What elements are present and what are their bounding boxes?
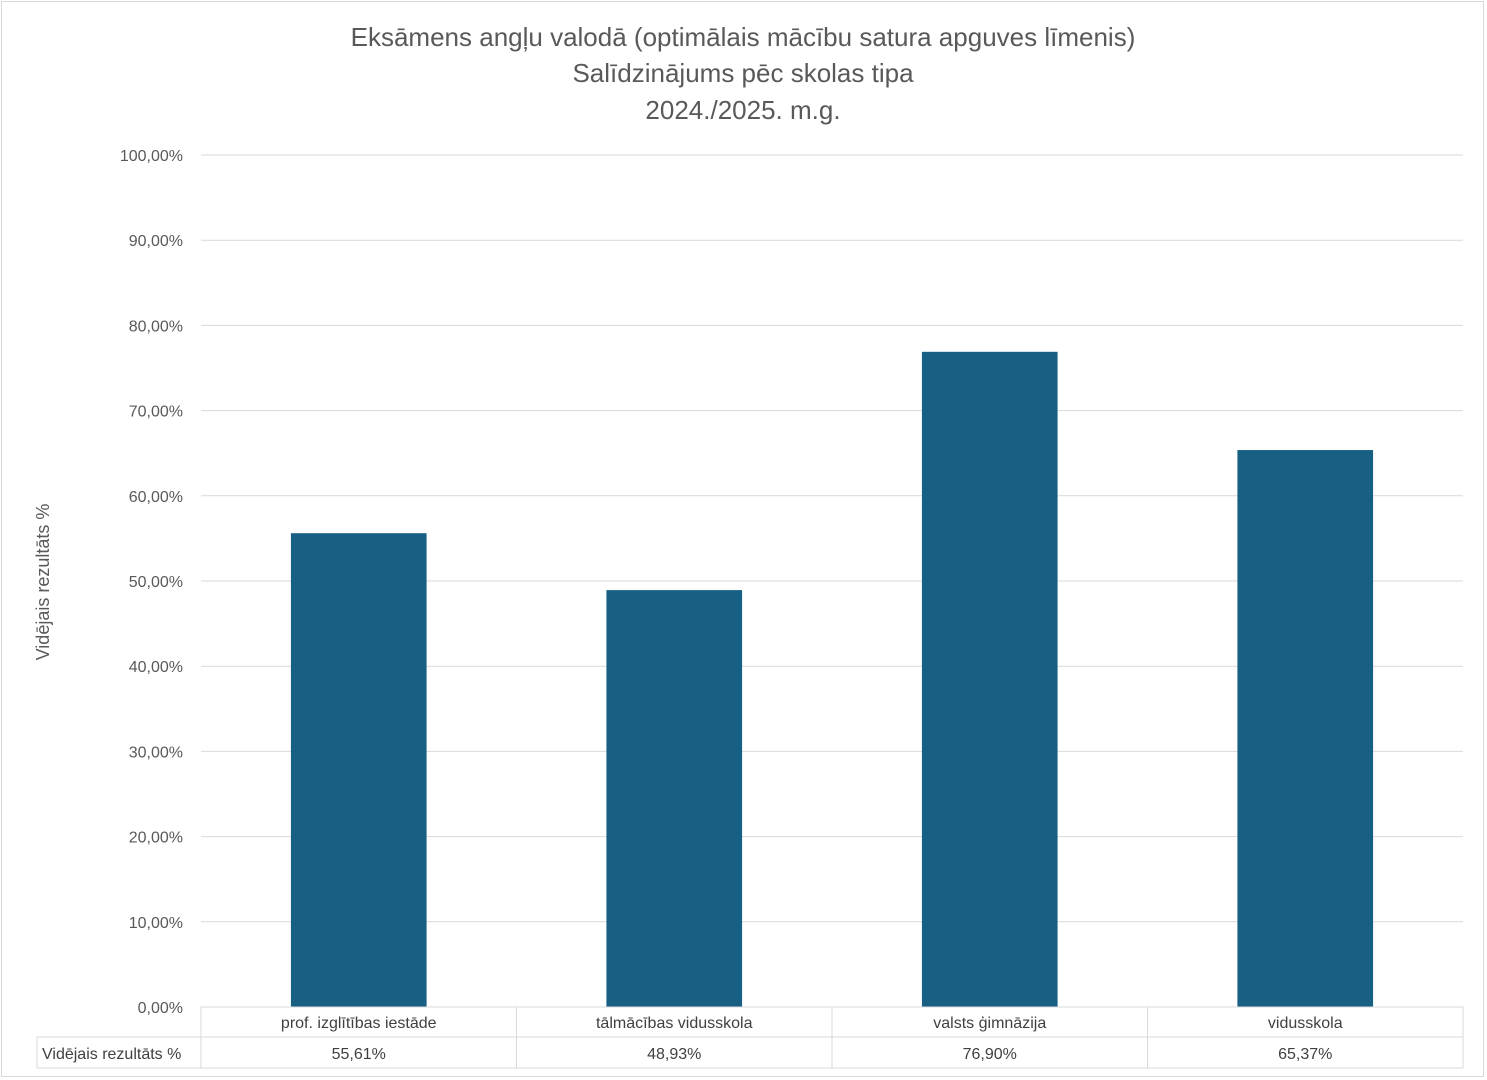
bar xyxy=(921,351,1058,1007)
data-table: prof. izglītības iestāde 55,61% tālmācības… xyxy=(36,1006,1464,1069)
y-axis-label: Vidējais rezultāts % xyxy=(33,504,53,661)
x-category-label: tālmācības vidusskola xyxy=(596,1015,753,1032)
data-table-series-name: Vidējais rezultāts % xyxy=(42,1046,181,1063)
y-tick-label: 10,00% xyxy=(129,915,183,932)
bar xyxy=(606,590,743,1007)
x-category-label: prof. izglītības iestāde xyxy=(281,1015,437,1032)
bar xyxy=(1237,450,1374,1007)
y-tick-label: 40,00% xyxy=(129,659,183,676)
y-tick-label: 90,00% xyxy=(129,233,183,250)
y-tick-label: 60,00% xyxy=(129,489,183,506)
y-axis-ticks: 0,00% 10,00% 20,00% 30,00% 40,00% 50,00% 60,00… xyxy=(120,148,183,1017)
y-tick-label: 80,00% xyxy=(129,318,183,335)
y-tick-label: 100,00% xyxy=(120,148,183,165)
data-table-value: 65,37% xyxy=(1278,1046,1332,1063)
chart-title: Eksāmens angļu valodā (optimālais mācību… xyxy=(351,22,1136,125)
data-table-value: 48,93% xyxy=(647,1046,701,1063)
x-category-label: valsts ģimnāzija xyxy=(933,1014,1046,1032)
bars xyxy=(290,351,1374,1007)
data-table-value: 55,61% xyxy=(332,1046,386,1063)
data-table-value: 76,90% xyxy=(963,1046,1017,1063)
bar xyxy=(290,533,427,1007)
y-tick-label: 0,00% xyxy=(138,1000,183,1017)
y-tick-label: 30,00% xyxy=(129,744,183,761)
chart-title-line-3: 2024./2025. m.g. xyxy=(645,95,840,125)
y-tick-label: 70,00% xyxy=(129,404,183,421)
y-tick-label: 20,00% xyxy=(129,830,183,847)
x-category-label: vidusskola xyxy=(1268,1015,1343,1032)
chart-title-line-1: Eksāmens angļu valodā (optimālais mācību… xyxy=(351,22,1136,52)
chart-title-line-2: Salīdzinājums pēc skolas tipa xyxy=(572,58,914,88)
y-tick-label: 50,00% xyxy=(129,574,183,591)
